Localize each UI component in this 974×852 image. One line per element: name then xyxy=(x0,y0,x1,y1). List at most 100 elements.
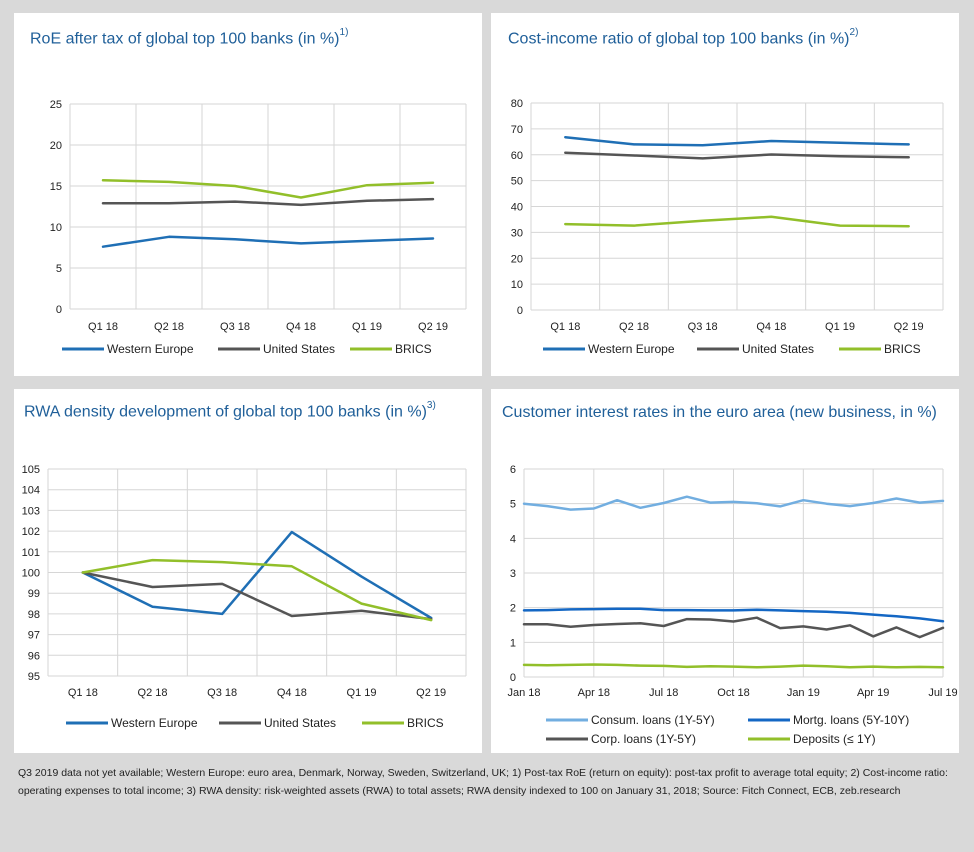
y-tick-label: 5 xyxy=(510,499,516,511)
y-tick-label: 102 xyxy=(22,526,40,538)
panel-interest-rates: Customer interest rates in the euro area… xyxy=(491,389,959,753)
panel-title-roe: RoE after tax of global top 100 banks (i… xyxy=(30,27,482,48)
x-tick-label: Jan 19 xyxy=(787,687,820,699)
legend-label: United States xyxy=(742,342,814,356)
series-line xyxy=(81,571,433,621)
y-tick-label: 20 xyxy=(50,140,62,152)
chart-title: Customer interest rates in the euro area… xyxy=(502,404,937,421)
legend-label: Western Europe xyxy=(588,342,675,356)
x-tick-label: Q3 18 xyxy=(688,321,718,333)
x-tick-label: Jul 18 xyxy=(649,687,678,699)
y-tick-label: 4 xyxy=(510,533,516,545)
y-tick-label: 98 xyxy=(28,609,40,621)
y-tick-label: 96 xyxy=(28,650,40,662)
x-tick-label: Q1 18 xyxy=(88,321,118,333)
panel-cost-income: Cost-income ratio of global top 100 bank… xyxy=(491,13,959,376)
y-tick-label: 95 xyxy=(28,671,40,683)
x-tick-label: Q4 18 xyxy=(286,321,316,333)
footnote-marker: 1) xyxy=(339,27,349,38)
panel-title-cost-income: Cost-income ratio of global top 100 bank… xyxy=(508,27,959,48)
y-tick-label: 60 xyxy=(511,150,523,162)
y-tick-label: 0 xyxy=(56,304,62,316)
x-tick-label: Q1 19 xyxy=(825,321,855,333)
legend-label: Western Europe xyxy=(107,342,194,356)
x-tick-label: Q4 18 xyxy=(277,687,307,699)
series-line xyxy=(101,179,435,199)
x-tick-label: Q3 18 xyxy=(207,687,237,699)
series-line xyxy=(81,530,433,620)
y-tick-label: 0 xyxy=(517,305,523,317)
panel-title-interest-rates: Customer interest rates in the euro area… xyxy=(502,404,959,422)
y-tick-label: 20 xyxy=(511,253,523,265)
series-line xyxy=(564,135,910,147)
series-line xyxy=(522,607,945,623)
legend-label: BRICS xyxy=(884,342,921,356)
series-line xyxy=(522,616,945,639)
rwa-density-chart: 95 96 97 98 99 100 101 102 103 104 105 Q1 18 Q2 18 Q3… xyxy=(22,464,467,730)
y-tick-label: 70 xyxy=(511,124,523,136)
y-tick-label: 105 xyxy=(22,464,40,476)
x-tick-label: Q2 18 xyxy=(154,321,184,333)
panel-roe: RoE after tax of global top 100 banks (i… xyxy=(14,13,482,376)
legend-label: BRICS xyxy=(395,342,432,356)
footnote-marker: 3) xyxy=(426,400,436,411)
x-tick-label: Oct 18 xyxy=(717,687,749,699)
legend-label: BRICS xyxy=(407,716,444,730)
series-line xyxy=(81,558,433,622)
interest-rates-chart: 0 1 2 3 4 5 6 Jan 18 Apr 18 Jul 18 Oct 18 Jan 19 Apr… xyxy=(507,464,957,746)
series-line xyxy=(101,197,435,207)
y-tick-label: 103 xyxy=(22,505,40,517)
series-line xyxy=(101,235,435,248)
legend-label: United States xyxy=(263,342,335,356)
x-tick-label: Q2 18 xyxy=(619,321,649,333)
y-tick-label: 80 xyxy=(511,98,523,110)
y-tick-label: 0 xyxy=(510,672,516,684)
y-tick-label: 99 xyxy=(28,588,40,600)
panel-rwa-density: RWA density development of global top 10… xyxy=(14,389,482,753)
chart-title: Cost-income ratio of global top 100 bank… xyxy=(508,30,850,48)
x-tick-label: Jul 19 xyxy=(928,687,957,699)
x-tick-label: Q1 19 xyxy=(347,687,377,699)
roe-chart: 0 5 10 15 20 25 Q1 18 Q2 18 Q3 18 Q4 18 Q1 19 Q2 19… xyxy=(50,99,467,356)
series-line xyxy=(522,663,945,669)
y-tick-label: 3 xyxy=(510,568,516,580)
y-tick-label: 104 xyxy=(22,485,40,497)
y-tick-label: 101 xyxy=(22,547,40,559)
y-tick-label: 15 xyxy=(50,181,62,193)
legend-label: Mortg. loans (5Y-10Y) xyxy=(793,713,909,727)
legend-label: Deposits (≤ 1Y) xyxy=(793,732,876,746)
chart-title: RWA density development of global top 10… xyxy=(24,403,427,421)
y-tick-label: 30 xyxy=(511,227,523,239)
x-tick-label: Q4 18 xyxy=(756,321,786,333)
footnote: Q3 2019 data not yet available; Western … xyxy=(18,767,948,797)
y-tick-label: 97 xyxy=(28,630,40,642)
y-tick-label: 10 xyxy=(50,222,62,234)
x-tick-label: Q2 18 xyxy=(138,687,168,699)
x-tick-label: Apr 18 xyxy=(578,687,610,699)
x-tick-label: Q2 19 xyxy=(416,687,446,699)
y-tick-label: 50 xyxy=(511,176,523,188)
y-tick-label: 25 xyxy=(50,99,62,111)
series-line xyxy=(564,151,910,160)
y-tick-label: 100 xyxy=(22,568,40,580)
x-tick-label: Apr 19 xyxy=(857,687,889,699)
x-tick-label: Q2 19 xyxy=(894,321,924,333)
cost-income-chart: 0 10 20 30 40 50 60 70 80 Q1 18 Q2 18 Q3 18 Q4 18 Q1 … xyxy=(511,98,944,356)
chart-title: RoE after tax of global top 100 banks (i… xyxy=(30,30,340,48)
y-tick-label: 40 xyxy=(511,202,523,214)
x-tick-label: Q1 19 xyxy=(352,321,382,333)
footnote-marker: 2) xyxy=(849,27,859,38)
y-tick-label: 2 xyxy=(510,603,516,615)
x-tick-label: Q1 18 xyxy=(68,687,98,699)
series-line xyxy=(522,495,945,511)
y-tick-label: 10 xyxy=(511,279,523,291)
legend-label: Western Europe xyxy=(111,716,198,730)
x-tick-label: Q2 19 xyxy=(418,321,448,333)
series-line xyxy=(564,215,910,228)
legend-label: Consum. loans (1Y-5Y) xyxy=(591,713,715,727)
x-tick-label: Q3 18 xyxy=(220,321,250,333)
y-tick-label: 1 xyxy=(510,637,516,649)
x-tick-label: Jan 18 xyxy=(507,687,540,699)
panel-title-rwa-density: RWA density development of global top 10… xyxy=(24,400,482,421)
legend-label: Corp. loans (1Y-5Y) xyxy=(591,732,696,746)
